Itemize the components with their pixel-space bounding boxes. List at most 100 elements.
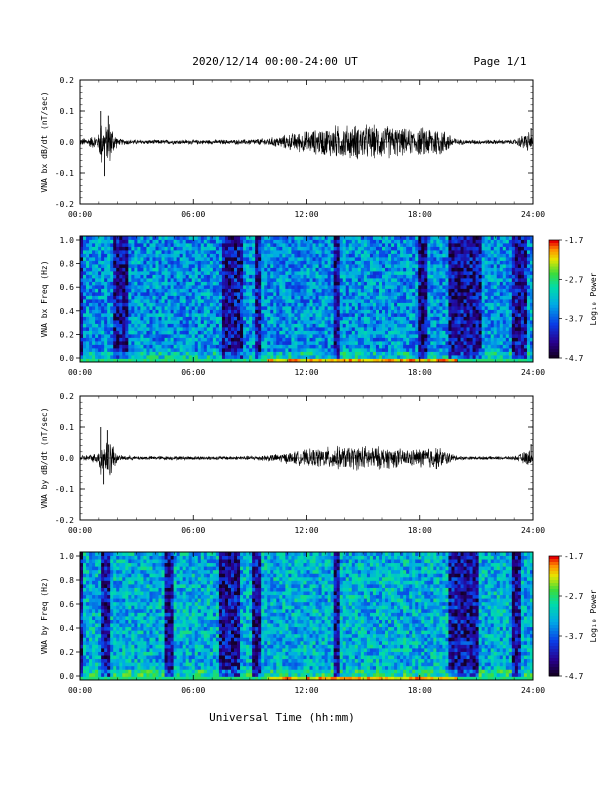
- spectrogram-cell: [306, 299, 310, 303]
- spectrogram-cell: [140, 320, 144, 324]
- spectrogram-cell: [240, 295, 244, 300]
- spectrogram-cell: [125, 292, 129, 296]
- spectrogram-cell: [412, 288, 416, 293]
- spectrogram-cell: [243, 285, 247, 289]
- spectrogram-cell: [366, 278, 371, 282]
- spectrogram-cell: [442, 313, 446, 317]
- spectrogram-cell: [89, 243, 93, 247]
- spectrogram-cell: [339, 341, 344, 345]
- spectrogram-cell: [369, 264, 374, 268]
- spectrogram-cell: [333, 271, 338, 275]
- spectrogram-cell: [369, 341, 374, 345]
- spectrogram-cell: [279, 271, 283, 275]
- spectrogram-cell: [421, 257, 425, 261]
- spectrogram-cell: [484, 239, 489, 244]
- spectrogram-cell: [454, 313, 458, 317]
- spectrogram-cell: [206, 323, 211, 328]
- spectrogram-cell: [209, 246, 214, 251]
- spectrogram-cell: [285, 264, 289, 268]
- spectrogram-cell: [309, 253, 313, 258]
- spectrogram-cell: [134, 330, 138, 335]
- spectrogram-cell: [140, 309, 144, 314]
- spectrogram-cell: [182, 351, 187, 356]
- spectrogram-cell: [385, 292, 389, 296]
- spectrogram-cell: [215, 348, 220, 352]
- spectrogram-cell: [478, 313, 483, 317]
- spectrogram-cell: [212, 309, 217, 314]
- spectrogram-cell: [149, 243, 153, 247]
- spectrogram-cell: [80, 257, 84, 261]
- spectrogram-cell: [388, 260, 392, 265]
- spectrogram-cell: [366, 344, 371, 349]
- spectrogram-cell: [221, 288, 226, 293]
- spectrogram-cell: [146, 327, 150, 331]
- spectrogram-cell: [276, 281, 280, 286]
- spectrogram-cell: [375, 320, 380, 324]
- spectrogram-cell: [131, 288, 135, 293]
- spectrogram-cell: [161, 246, 165, 251]
- spectrogram-cell: [454, 355, 458, 359]
- spectrogram-cell: [394, 257, 398, 261]
- x-tick-label: 18:00: [408, 210, 432, 219]
- spectrogram-cell: [427, 274, 431, 279]
- spectrogram-cell: [255, 271, 259, 275]
- spectrogram-cell: [424, 278, 428, 282]
- spectrogram-cell: [110, 295, 114, 300]
- spectrogram-cell: [128, 341, 132, 345]
- spectrogram-cell: [261, 288, 265, 293]
- spectrogram-cell: [173, 246, 178, 251]
- spectrogram-cell: [221, 295, 226, 300]
- spectrogram-cell: [300, 313, 304, 317]
- spectrogram-cell: [246, 264, 250, 268]
- spectrogram-cell: [227, 243, 232, 247]
- spectrogram-cell: [463, 330, 467, 335]
- spectrogram-cell: [182, 306, 187, 310]
- spectrogram-cell: [439, 239, 443, 244]
- spectrogram-cell: [282, 330, 286, 335]
- spectrogram-cell: [161, 299, 165, 303]
- spectrogram-cell: [212, 337, 217, 342]
- spectrogram-cell: [128, 267, 132, 272]
- spectrogram-cell: [209, 299, 214, 303]
- spectrogram-cell: [288, 323, 292, 328]
- spectrogram-cell: [215, 271, 220, 275]
- spectrogram-cell: [394, 292, 398, 296]
- spectrogram-cell: [191, 313, 196, 317]
- spectrogram-cell: [336, 278, 341, 282]
- spectrogram-cell: [215, 355, 220, 359]
- spectrogram-cell: [466, 327, 470, 331]
- spectrogram-cell: [394, 355, 398, 359]
- spectrogram-cell: [125, 306, 129, 310]
- spectrogram-cell: [209, 239, 214, 244]
- spectrogram-cell: [185, 236, 190, 240]
- spectrogram-cell: [218, 292, 223, 296]
- spectrogram-cell: [188, 299, 193, 303]
- spectrogram-cell: [107, 274, 111, 279]
- spectrogram-cell: [397, 236, 401, 240]
- spectrogram-cell: [224, 313, 229, 317]
- spectrogram-cell: [430, 278, 434, 282]
- spectrogram-cell: [421, 260, 425, 265]
- spectrogram-cell: [315, 358, 319, 363]
- spectrogram-cell: [291, 299, 295, 303]
- spectrogram-cell: [412, 320, 416, 324]
- spectrogram-cell: [197, 281, 202, 286]
- spectrogram-cell: [92, 250, 96, 254]
- spectrogram-cell: [215, 313, 220, 317]
- spectrogram-cell: [351, 302, 356, 307]
- spectrogram-cell: [415, 236, 419, 240]
- spectrogram-cell: [185, 260, 190, 265]
- spectrogram-cell: [445, 341, 449, 345]
- spectrogram-cell: [427, 267, 431, 272]
- spectrogram-cell: [318, 236, 322, 240]
- spectrogram-cell: [209, 288, 214, 293]
- spectrogram-cell: [143, 337, 147, 342]
- spectrogram-cell: [400, 250, 404, 254]
- spectrogram-cell: [101, 327, 105, 331]
- spectrogram-cell: [264, 246, 268, 251]
- spectrogram-cell: [128, 299, 132, 303]
- spectrogram-cell: [382, 274, 386, 279]
- spectrogram-cell: [167, 239, 171, 244]
- spectrogram-cell: [215, 306, 220, 310]
- spectrogram-cell: [122, 285, 126, 289]
